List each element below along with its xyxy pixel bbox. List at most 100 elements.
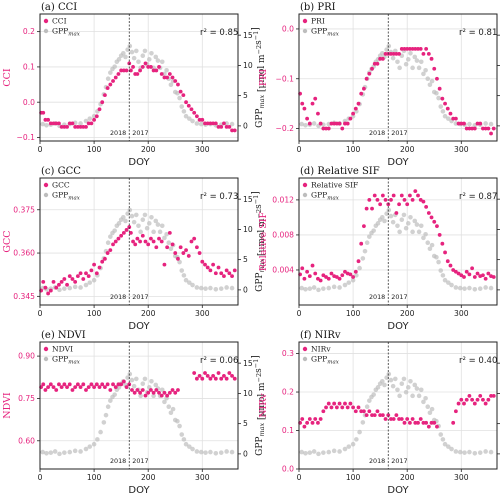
data-point [108,388,113,392]
gpp-point [57,451,62,457]
data-point [111,242,115,247]
data-point [146,65,151,69]
gpp-point [423,395,428,401]
data-point [318,417,323,421]
gpp-point [116,221,122,226]
data-point [459,273,464,278]
data-point [159,239,164,244]
gpp-point [408,51,413,56]
gpp-point [218,450,224,455]
gpp-point [410,393,415,399]
x-axis-label: DOY [387,485,409,496]
gpp-point [144,225,150,231]
year-label-2017: 2017 [132,293,148,301]
panel-title: (d) Relative SIF [300,166,380,177]
data-point [192,236,197,241]
x-axis-label: DOY [128,157,150,168]
data-point [135,388,140,392]
data-point [483,126,488,131]
data-point [105,251,110,255]
data-point [340,126,345,131]
data-point [140,388,145,392]
gpp-point [72,448,78,454]
gpp-point [440,273,446,278]
gpp-point [462,450,467,455]
gpp-point [87,444,93,449]
data-point [205,121,210,126]
gpp-point [467,121,472,127]
data-point [364,76,369,81]
data-point [86,121,91,126]
data-point [184,100,188,105]
gpp-point [218,286,224,291]
data-point [332,121,337,126]
gpp-point [91,441,97,447]
data-point [181,93,186,98]
data-point [151,68,156,73]
data-point [448,111,453,116]
gpp-point [425,76,431,82]
y-tick-label: 0.0 [23,98,35,107]
x-tick-label: 300 [454,473,469,482]
gpp-point [311,449,317,454]
gpp-point [412,218,418,224]
data-point [222,121,226,126]
data-point [224,124,229,129]
data-point [135,72,140,76]
gpp-point [299,285,305,291]
gpp-point [198,121,204,127]
data-point [213,121,218,126]
gpp-point [438,432,444,437]
data-point [324,126,328,131]
gpp-point [434,90,439,96]
gpp-point [395,223,400,229]
data-point [108,82,113,87]
data-point [213,271,218,276]
data-point [429,215,434,220]
data-point [326,126,331,131]
data-point [94,382,99,387]
data-point [405,46,410,51]
gpp-point [477,286,483,291]
gpp-point [488,121,494,127]
data-point [413,46,418,51]
data-point [481,273,485,278]
data-point [216,124,221,129]
data-point [131,65,135,69]
data-point [133,242,138,247]
data-point [462,121,466,126]
data-point [326,401,331,406]
data-point [424,205,429,209]
data-point [203,121,207,126]
x-tick-label: 100 [346,145,361,154]
data-point [453,409,458,414]
gpp-tick-label: 0 [243,285,248,294]
x-tick-label: 200 [400,145,415,154]
data-point [380,193,385,198]
data-point [383,197,388,202]
legend-label-gpp: GPPmax [52,191,80,202]
data-point [92,117,96,122]
data-point [359,91,364,96]
gpp-point [203,286,208,291]
gpp-point [403,389,409,395]
gpp-point [425,240,431,246]
gpp-point [44,122,49,128]
y-tick-label: 0.345 [13,292,35,301]
data-point [203,371,207,375]
gpp-point [83,282,89,288]
data-point [89,268,94,273]
x-tick-label: 200 [141,145,156,154]
data-point [138,239,142,244]
y-tick-label: −0.1 [276,74,295,83]
data-point [113,75,118,80]
gpp-point [140,217,146,223]
data-point [367,409,372,414]
data-point [116,382,121,387]
data-point [135,236,140,241]
gpp-point [442,277,448,283]
data-point [94,114,99,119]
gpp-point [397,393,402,399]
gpp-point [159,387,165,393]
